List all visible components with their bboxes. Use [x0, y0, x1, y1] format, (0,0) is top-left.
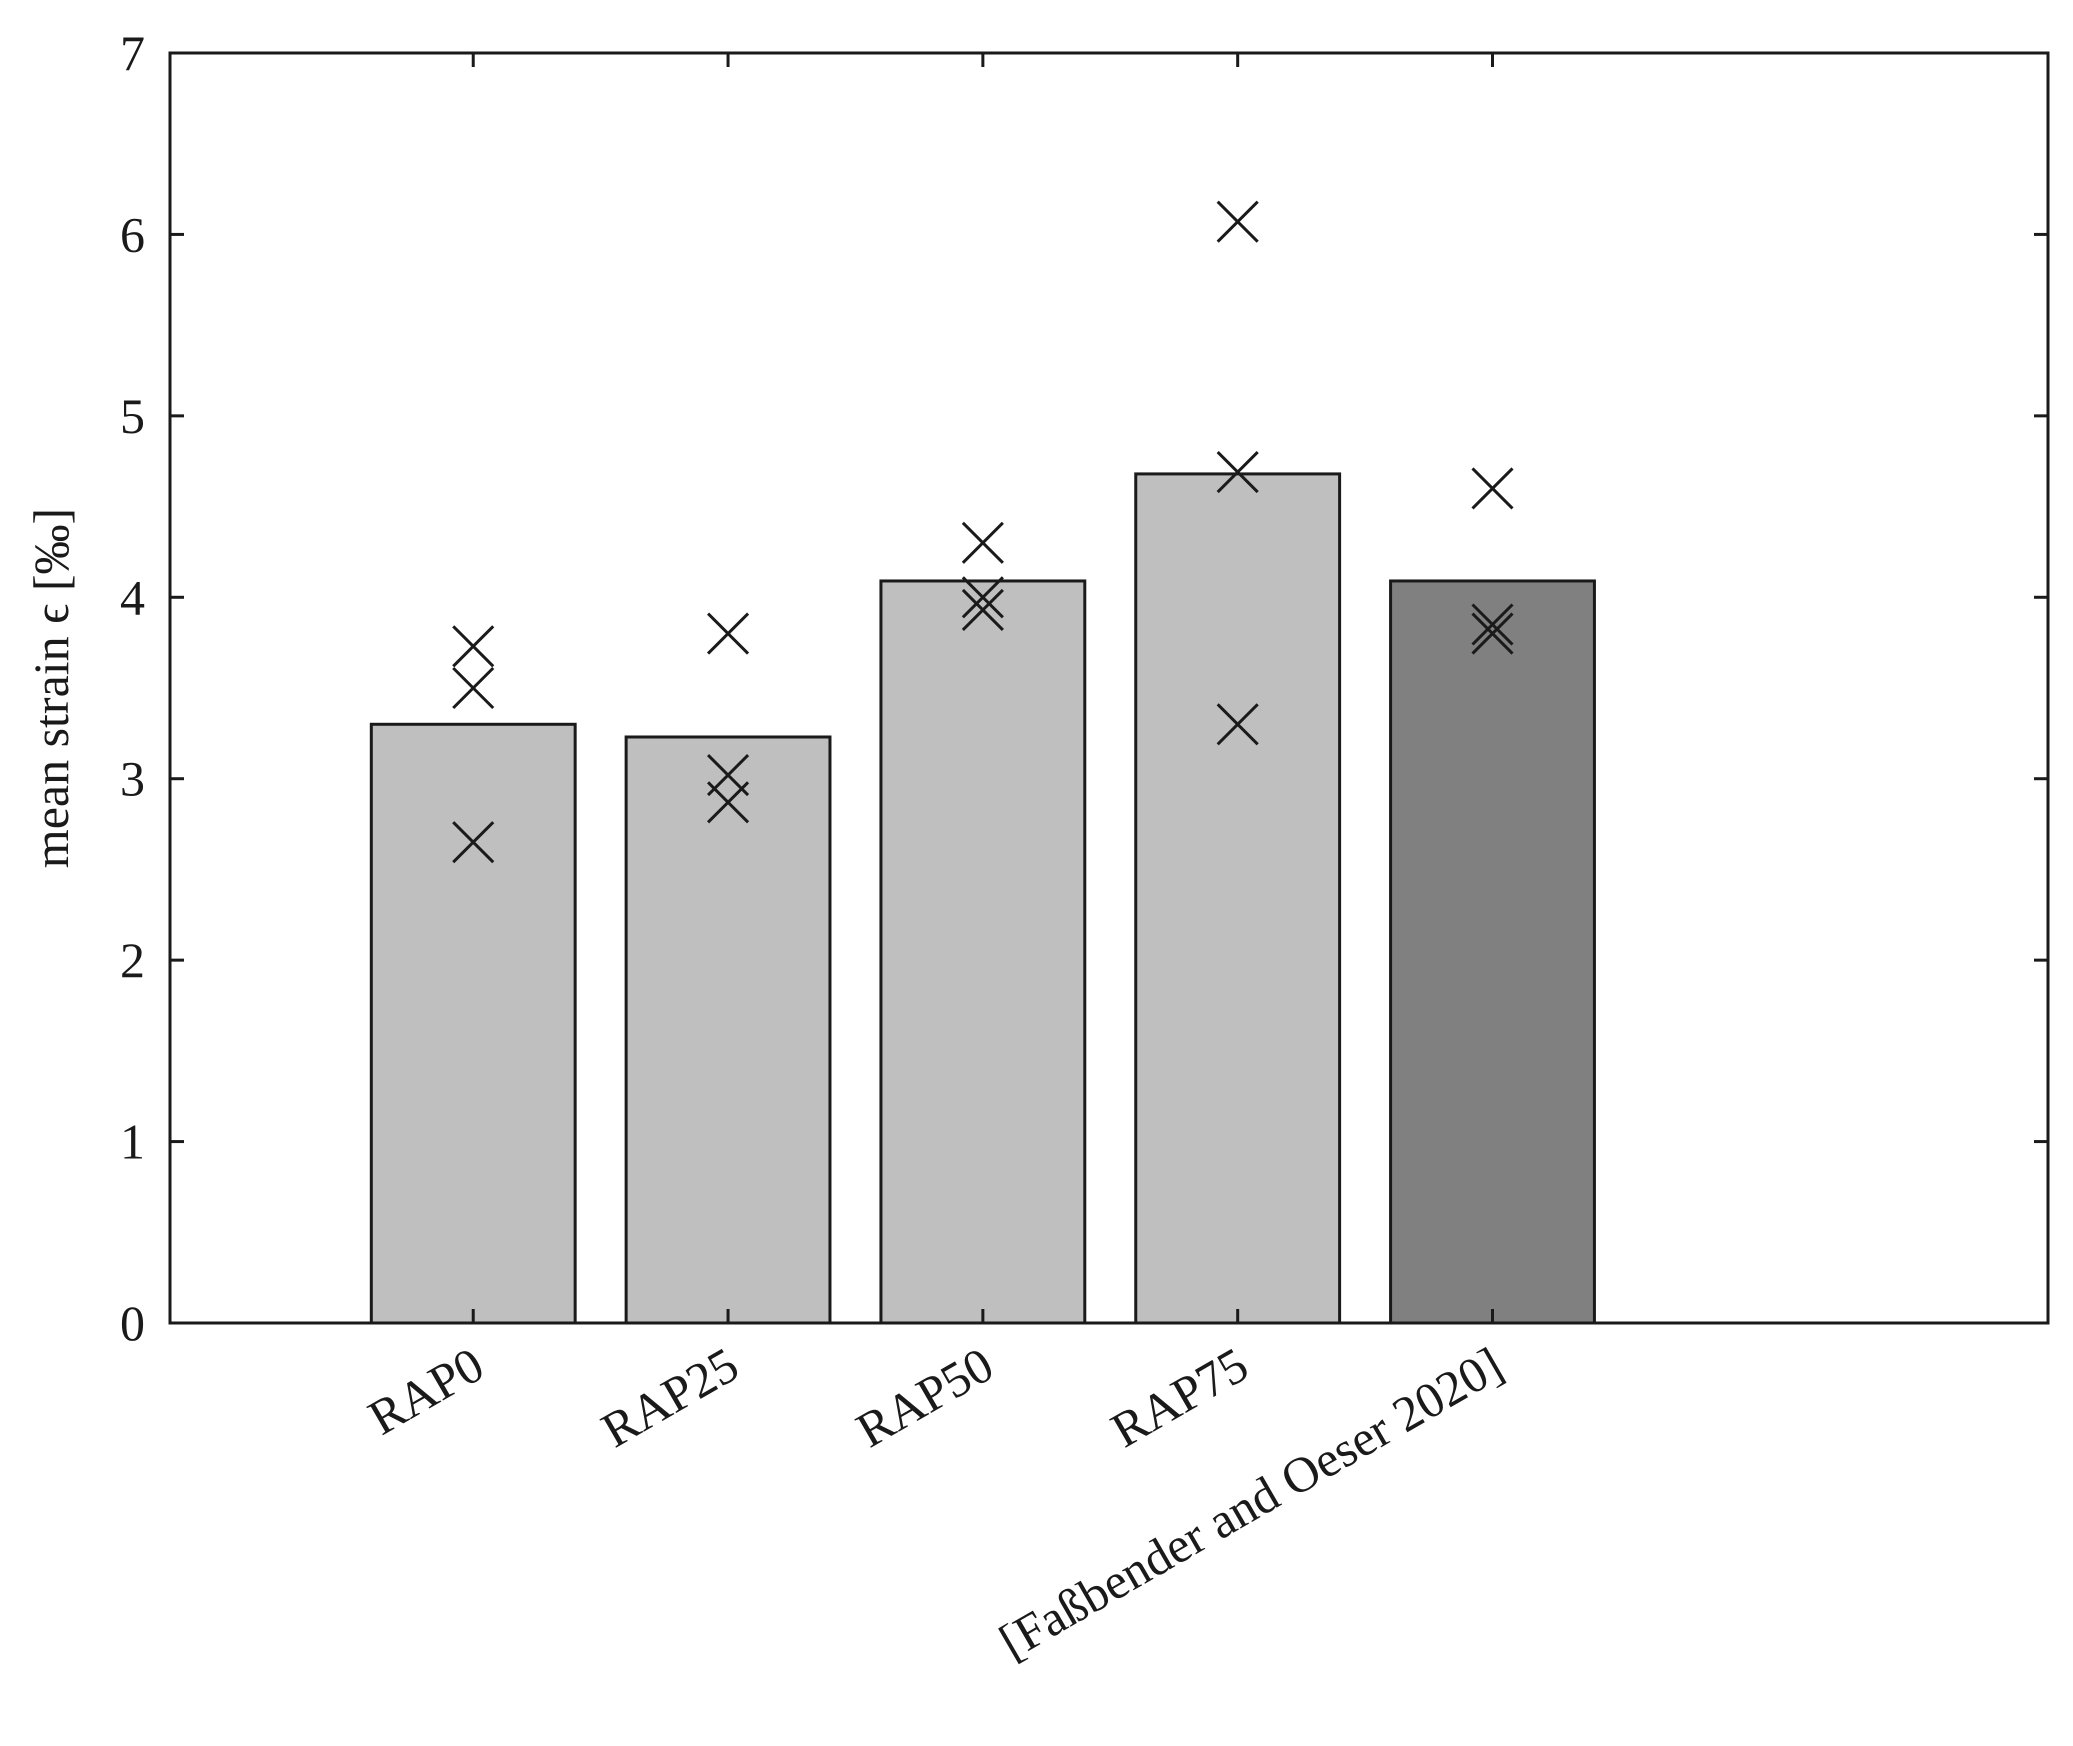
marker-0-1 — [452, 666, 495, 710]
y-tick-label-7: 7 — [120, 25, 145, 81]
y-tick-label-4: 4 — [120, 569, 145, 625]
marker-4-0 — [1471, 467, 1514, 510]
marker-0-0 — [452, 625, 495, 668]
marker-1-0 — [706, 612, 750, 655]
y-tick-label-5: 5 — [120, 388, 145, 444]
x-tick-label-0: RAP0 — [359, 1336, 493, 1446]
x-tick-label-2: RAP50 — [847, 1336, 1003, 1458]
bar-3 — [1134, 472, 1342, 1325]
bar-1 — [624, 735, 832, 1325]
y-tick-label-6: 6 — [120, 206, 145, 262]
marker-1-2 — [706, 781, 750, 824]
bar-4 — [1389, 579, 1596, 1325]
bar-2 — [879, 579, 1087, 1325]
marker-3-2 — [1216, 703, 1259, 746]
x-tick-labels: RAP0 RAP25 RAP50 RAP75[Faßbender and Oeser … — [359, 1336, 1512, 1670]
marker-2-2 — [961, 588, 1004, 632]
y-tick-label-2: 2 — [120, 932, 145, 988]
bars-layer — [369, 472, 1596, 1325]
marker-3-0 — [1216, 200, 1259, 243]
marker-0-2 — [452, 821, 495, 864]
markers-layer — [452, 200, 1514, 864]
ticks-layer — [170, 51, 2048, 1325]
marker-3-1 — [1216, 451, 1259, 494]
x-tick-label-3: RAP75 — [1102, 1336, 1258, 1458]
y-axis-title: mean strain ϵ [‰] — [23, 508, 79, 868]
x-tick-label-1: RAP25 — [592, 1336, 748, 1458]
y-tick-labels: 0 1 2 3 4 5 6 7 — [120, 25, 145, 1351]
plot-frame — [168, 51, 2050, 1325]
marker-4-1 — [1471, 603, 1514, 646]
marker-2-1 — [961, 576, 1004, 619]
bar-0 — [369, 722, 577, 1325]
marker-2-0 — [961, 521, 1004, 564]
y-tick-label-3: 3 — [120, 751, 145, 807]
y-tick-label-1: 1 — [120, 1114, 145, 1170]
marker-4-2 — [1471, 612, 1514, 655]
y-tick-label-0: 0 — [120, 1295, 145, 1351]
